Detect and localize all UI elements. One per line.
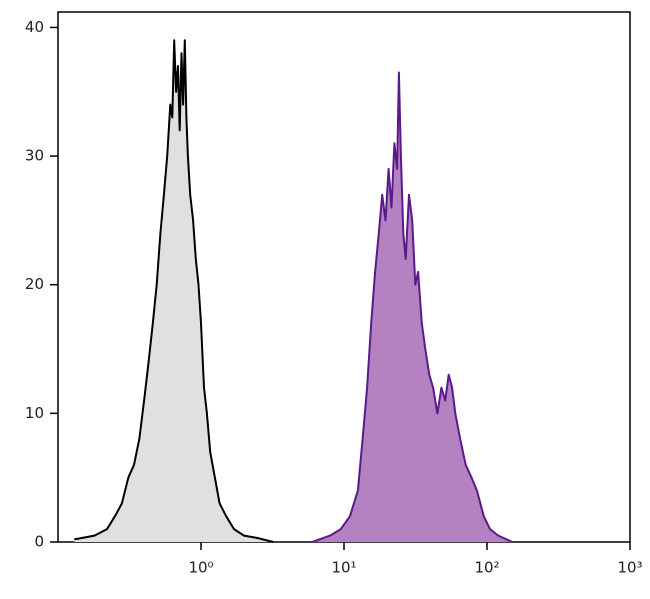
y-tick-label: 40 (25, 18, 44, 36)
x-tick-label: 10³ (617, 559, 642, 577)
y-tick-label: 0 (34, 533, 44, 551)
y-tick-label: 10 (25, 404, 44, 422)
x-tick-label: 10¹ (331, 559, 356, 577)
histogram-area (74, 40, 274, 543)
y-tick-label: 30 (25, 147, 44, 165)
histogram-line (311, 71, 513, 543)
histogram-line (74, 39, 274, 543)
y-tick-label: 20 (25, 275, 44, 293)
x-tick-label: 10⁰ (188, 559, 213, 577)
x-tick-label: 10² (474, 559, 499, 577)
histogram-area (312, 72, 513, 542)
